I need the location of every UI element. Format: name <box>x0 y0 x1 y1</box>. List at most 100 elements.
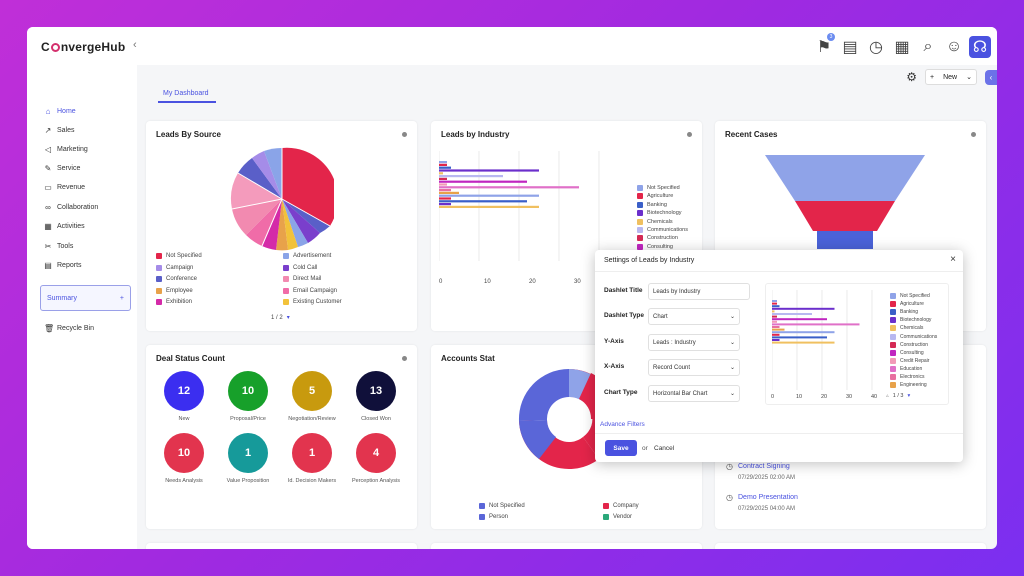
preview-pager[interactable]: ▵ 1 / 3 ▾ <box>886 393 910 399</box>
sidebar-item-sales[interactable]: ↗ Sales <box>44 126 75 135</box>
bar[interactable] <box>772 336 827 339</box>
bar[interactable] <box>439 186 579 189</box>
chart-type-select[interactable]: Horizontal Bar Chart ⌄ <box>648 385 740 402</box>
bar[interactable] <box>439 180 527 183</box>
x-axis-select[interactable]: Record Count ⌄ <box>648 359 740 376</box>
clipboard-icon[interactable]: ▤ <box>842 39 858 56</box>
legend-item[interactable]: Email Campaign <box>283 287 337 294</box>
summary-button[interactable]: Summary + <box>40 285 131 311</box>
sidebar-item-home[interactable]: ⌂ Home <box>44 107 76 116</box>
calendar-icon[interactable]: ▦ <box>894 39 910 56</box>
bar[interactable] <box>439 166 451 169</box>
cancel-button[interactable]: Cancel <box>654 445 675 452</box>
deal-status-count[interactable]: 13 <box>356 371 396 411</box>
legend-item[interactable]: Engineering <box>890 382 927 389</box>
legend-item[interactable]: Chemicals <box>890 325 923 332</box>
deal-status-count[interactable]: 1 <box>292 433 332 473</box>
legend-item[interactable]: Chemicals <box>637 218 673 225</box>
bar[interactable] <box>772 305 780 308</box>
legend-item[interactable]: Biotechnology <box>637 210 682 217</box>
dashlet-title-input[interactable]: Leads by Industry <box>648 283 750 300</box>
legend-item[interactable]: Credit Repair <box>890 357 929 364</box>
chevron-up-icon[interactable]: ▵ <box>886 393 889 399</box>
gear-icon[interactable]: ⚙ <box>906 70 917 84</box>
bar[interactable] <box>772 313 812 315</box>
card-menu-icon[interactable] <box>687 132 692 137</box>
card-menu-icon[interactable] <box>971 132 976 137</box>
y-axis-select[interactable]: Leads : Industry ⌄ <box>648 334 740 351</box>
deal-status-count[interactable]: 1 <box>228 433 268 473</box>
plus-icon[interactable]: + <box>119 294 124 302</box>
bar[interactable] <box>772 326 780 328</box>
bar[interactable] <box>439 177 447 180</box>
legend-item[interactable]: Not Specified <box>890 293 930 299</box>
dashlet-type-select[interactable]: Chart ⌄ <box>648 308 740 325</box>
bar[interactable] <box>772 333 780 336</box>
bar[interactable] <box>772 310 775 313</box>
legend-item[interactable]: Biotechnology <box>890 317 931 324</box>
bar[interactable] <box>772 318 827 321</box>
legend-item[interactable]: Not Specified <box>479 503 525 509</box>
legend-item[interactable]: Company <box>603 503 639 509</box>
bar[interactable] <box>439 172 443 175</box>
legend-item[interactable]: Agriculture <box>890 301 924 308</box>
legend-item[interactable]: Campaign <box>156 264 193 271</box>
bar[interactable] <box>772 328 785 331</box>
legend-item[interactable]: Not Specified <box>156 253 202 259</box>
bar[interactable] <box>439 200 527 203</box>
legend-item[interactable]: Direct Mail <box>283 276 321 282</box>
search-icon[interactable]: ⌕ <box>923 38 933 55</box>
legend-item[interactable]: Banking <box>637 201 667 208</box>
bar[interactable] <box>772 315 777 318</box>
legend-item[interactable]: Communications <box>890 333 937 340</box>
legend-item[interactable]: Banking <box>890 309 918 316</box>
bar[interactable] <box>439 205 539 208</box>
advance-filters-link[interactable]: Advance Filters <box>600 421 645 428</box>
chevron-down-icon[interactable]: ▾ <box>907 393 911 399</box>
bar[interactable] <box>439 169 539 172</box>
sidebar-item-recycle-bin[interactable]: 🗑 Recycle Bin <box>44 324 94 333</box>
legend-item[interactable]: Not Specified <box>637 185 680 191</box>
bar[interactable] <box>772 331 835 334</box>
bar[interactable] <box>772 339 780 341</box>
bar[interactable] <box>439 189 451 192</box>
card-menu-icon[interactable] <box>402 132 407 137</box>
legend-item[interactable]: Consulting <box>890 349 924 356</box>
sidebar-item-tools[interactable]: ✂ Tools <box>44 242 74 251</box>
activity-title[interactable]: Demo Presentation <box>738 494 798 501</box>
legend-item[interactable]: Employee <box>156 287 193 294</box>
headset-icon[interactable]: ☊ <box>969 36 991 58</box>
card-menu-icon[interactable] <box>402 356 407 361</box>
close-icon[interactable]: × <box>950 254 956 265</box>
legend-item[interactable]: Exhibition <box>156 299 192 305</box>
collapse-sidebar-icon[interactable]: ‹ <box>133 39 137 51</box>
deal-status-count[interactable]: 10 <box>228 371 268 411</box>
bar[interactable] <box>439 203 451 206</box>
tab-my-dashboard[interactable]: My Dashboard <box>158 90 216 103</box>
sidebar-item-service[interactable]: ✎ Service <box>44 164 81 173</box>
flag-icon[interactable]: ⚑ 3 <box>813 33 835 58</box>
bar[interactable] <box>439 175 503 178</box>
legend-item[interactable]: Conference <box>156 276 197 282</box>
bar[interactable] <box>439 194 539 197</box>
sidebar-item-marketing[interactable]: ◁ Marketing <box>44 145 88 154</box>
bar[interactable] <box>439 161 447 164</box>
legend-item[interactable]: Communications <box>637 227 688 233</box>
save-button[interactable]: Save <box>605 440 637 456</box>
bar[interactable] <box>772 341 835 344</box>
sidebar-item-activities[interactable]: ▦ Activities <box>44 222 84 231</box>
bar[interactable] <box>772 300 777 302</box>
clock-icon[interactable]: ◷ <box>869 39 883 56</box>
activity-title[interactable]: Contract Signing <box>738 463 790 470</box>
panel-toggle-icon[interactable]: ‹ <box>985 69 997 85</box>
new-button[interactable]: + New ⌄ <box>925 69 977 85</box>
legend-item[interactable]: Agriculture <box>637 193 673 200</box>
bar[interactable] <box>439 191 459 194</box>
legend-item[interactable]: Consulting <box>637 243 673 250</box>
bar[interactable] <box>439 163 447 166</box>
legend-item[interactable]: Cold Call <box>283 264 317 271</box>
user-avatar-icon[interactable]: ☺ <box>945 38 963 55</box>
deal-status-count[interactable]: 12 <box>164 371 204 411</box>
legend-item[interactable]: Education <box>890 365 922 372</box>
sidebar-item-collaboration[interactable]: ∞ Collaboration <box>44 203 98 212</box>
